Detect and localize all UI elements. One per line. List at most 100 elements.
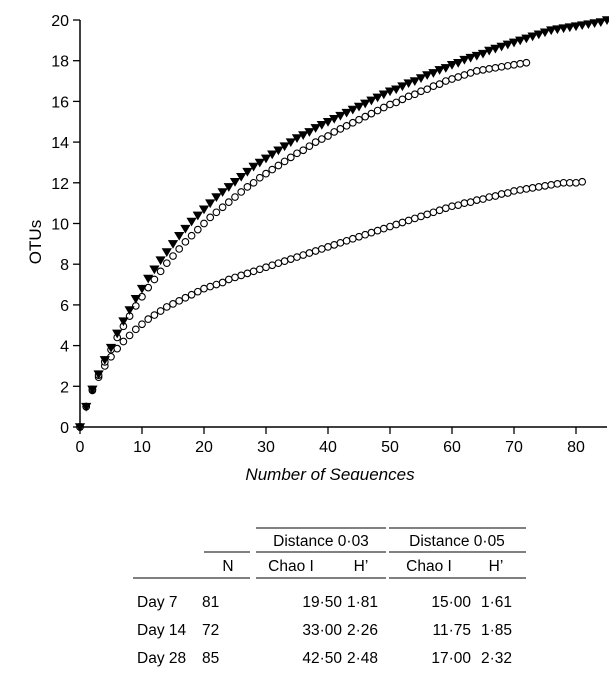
data-point-triangle: [99, 356, 110, 365]
col-header-chao1-005: Chao I: [406, 558, 452, 575]
data-point-circle: [373, 106, 382, 115]
cell-n: 72: [202, 622, 219, 639]
data-point-circle: [435, 80, 444, 88]
data-point-triangle: [601, 16, 609, 25]
data-point-triangle: [161, 248, 172, 257]
data-point-triangle: [360, 99, 371, 109]
data-point-triangle: [347, 105, 358, 115]
data-point-triangle: [335, 111, 346, 121]
y-tick-label: 20: [51, 13, 69, 30]
cell-chao1-005: 17·00: [431, 650, 471, 667]
data-point-triangle: [453, 58, 464, 68]
data-point-triangle: [577, 21, 588, 31]
x-tick-label: 50: [381, 439, 399, 456]
y-tick-label: 10: [51, 217, 69, 234]
data-point-circle: [193, 225, 202, 234]
data-point-triangle: [353, 102, 365, 112]
data-point-triangle: [570, 22, 582, 32]
data-point-circle: [131, 325, 140, 334]
data-point-triangle: [211, 193, 222, 203]
chart-axes: 0 2 4 6 8 10 12 14 16 18 20 0 10 20 30 40 50 60 70 80: [51, 13, 607, 456]
data-point-circle: [193, 287, 202, 296]
x-tick-label: 0: [76, 439, 85, 456]
data-point-triangle: [273, 146, 284, 156]
data-point-triangle: [143, 274, 154, 284]
data-point-triangle: [236, 172, 247, 182]
cell-chao1-003: 42·50: [302, 650, 342, 667]
data-point-triangle: [583, 20, 594, 30]
data-point-circle: [237, 188, 246, 196]
y-tick-label: 16: [51, 94, 69, 111]
group-header-distance-003: Distance 0·03: [273, 533, 369, 550]
y-tick-label: 8: [60, 257, 69, 274]
cell-h-003: 2·26: [347, 622, 378, 639]
data-point-triangle: [310, 124, 321, 133]
data-point-triangle: [533, 30, 544, 40]
data-point-circle: [262, 169, 270, 178]
data-point-circle: [162, 259, 171, 268]
data-point-circle: [268, 165, 277, 174]
data-point-triangle: [217, 188, 228, 197]
table-row: Day 28 85 42·50 2·48 17·00 2·32: [137, 650, 512, 667]
cell-h-003: 2·48: [347, 650, 378, 667]
data-point-triangle: [595, 18, 606, 27]
row-label: Day 14: [137, 622, 186, 639]
data-point-circle: [342, 121, 351, 130]
data-point-triangle: [192, 211, 203, 221]
data-point-triangle: [403, 79, 414, 89]
cell-h-005: 2·32: [481, 650, 512, 667]
data-point-triangle: [384, 87, 396, 97]
data-point-circle: [231, 193, 239, 201]
table-row: Day 7 81 19·50 1·81 15·00 1·61: [137, 594, 512, 611]
data-point-circle: [162, 303, 171, 311]
y-axis-title: OTUs: [26, 220, 45, 264]
data-point-circle: [348, 118, 357, 127]
data-point-triangle: [155, 256, 166, 266]
data-point-triangle: [174, 231, 185, 241]
data-point-circle: [305, 142, 314, 151]
data-point-triangle: [298, 131, 309, 140]
data-point-circle: [119, 337, 128, 346]
data-point-circle: [324, 132, 332, 140]
data-point-circle: [317, 135, 326, 143]
data-point-circle: [361, 112, 370, 121]
data-point-circle: [355, 115, 363, 124]
x-tick-label: 80: [567, 439, 585, 456]
cell-chao1-003: 19·50: [302, 594, 342, 611]
data-point-circle: [522, 58, 531, 67]
series-1: [74, 16, 609, 432]
y-tick-label: 2: [60, 379, 69, 396]
data-point-triangle: [229, 178, 241, 187]
data-point-triangle: [440, 64, 451, 73]
data-point-triangle: [74, 423, 86, 432]
data-point-circle: [274, 161, 283, 170]
data-point-triangle: [248, 162, 259, 172]
data-point-triangle: [490, 44, 501, 54]
data-point-circle: [410, 90, 419, 99]
data-point-triangle: [508, 38, 520, 48]
cell-h-005: 1·61: [481, 594, 512, 611]
cell-chao1-005: 15·00: [431, 594, 471, 611]
data-point-triangle: [515, 36, 526, 46]
col-header-h-003: H’: [354, 558, 369, 575]
data-point-triangle: [484, 46, 495, 56]
data-point-circle: [392, 98, 401, 107]
data-point-circle: [200, 219, 208, 228]
data-point-triangle: [304, 128, 315, 137]
data-point-triangle: [316, 121, 327, 130]
cell-n: 85: [202, 650, 219, 667]
data-point-circle: [578, 177, 587, 186]
data-point-circle: [181, 293, 190, 302]
y-tick-label: 4: [60, 339, 69, 356]
data-point-circle: [218, 203, 227, 212]
col-header-chao1-003: Chao I: [268, 558, 314, 575]
col-header-n: N: [222, 558, 233, 575]
x-tick-label: 30: [257, 439, 275, 456]
data-point-triangle: [434, 66, 445, 75]
x-tick-label: 70: [505, 439, 523, 456]
data-point-triangle: [205, 199, 216, 209]
data-point-triangle: [558, 24, 569, 34]
data-point-triangle: [459, 55, 470, 65]
data-point-triangle: [378, 90, 389, 100]
